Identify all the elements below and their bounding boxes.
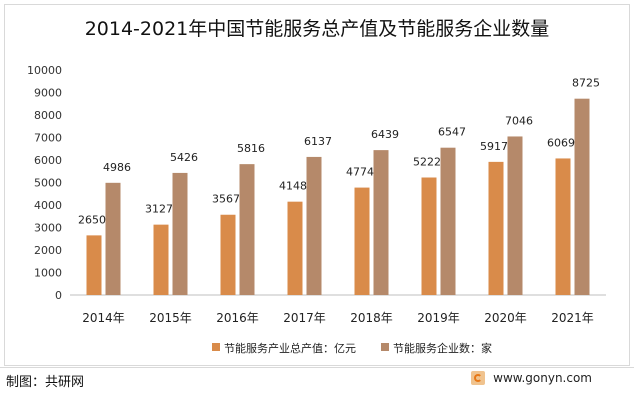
gonyn-logo-icon [471,371,486,385]
data-label: 4986 [103,161,131,174]
data-label: 5426 [170,151,198,164]
bar-output-value [488,161,504,295]
x-tick-label: 2016年 [216,311,259,325]
y-axis: 0 1000 2000 3000 4000 5000 6000 7000 8000 9000 100… [27,64,62,302]
footer-divider [0,367,634,368]
bar-enterprise-count [440,147,456,295]
bars-group [86,98,590,295]
y-tick-label: 2000 [34,244,62,257]
y-tick-label: 7000 [34,132,62,145]
data-label: 4148 [279,180,307,193]
bar-enterprise-count [105,182,121,295]
y-tick-label: 1000 [34,267,62,280]
data-labels-group: 2650 4986 3127 5426 3567 5816 4148 6137 4774 6439… [78,77,600,227]
data-label: 7046 [505,114,533,127]
bar-enterprise-count [306,156,322,295]
y-tick-label: 3000 [34,222,62,235]
x-tick-label: 2019年 [417,311,460,325]
data-label: 6069 [547,136,575,149]
bar-enterprise-count [172,172,188,295]
y-tick-label: 0 [55,289,62,302]
data-label: 5917 [480,140,508,153]
bar-output-value [153,224,169,295]
data-label: 2650 [78,213,106,226]
x-axis: 2014年 2015年 2016年 2017年 2018年 2019年 2020年 2021年 [70,294,606,325]
bar-enterprise-count [574,98,590,295]
data-label: 6137 [304,135,332,148]
bar-output-value [421,177,437,295]
legend-label: 节能服务企业数：家 [393,341,492,355]
data-label: 5816 [237,142,265,155]
x-tick-label: 2020年 [484,311,527,325]
bar-output-value [86,235,102,295]
data-label: 5222 [413,156,441,169]
y-tick-label: 10000 [27,64,62,77]
data-label: 3127 [145,203,173,216]
bar-enterprise-count [373,150,389,295]
x-tick-label: 2017年 [283,311,326,325]
x-tick-label: 2014年 [82,311,125,325]
bar-output-value [220,214,236,295]
data-label: 4774 [346,166,374,179]
legend: 节能服务产业总产值：亿元 节能服务企业数：家 [212,341,492,355]
data-label: 8725 [572,77,600,90]
x-tick-label: 2015年 [149,311,192,325]
legend-swatch [381,343,389,351]
legend-swatch [212,343,220,351]
x-tick-label: 2021年 [551,311,594,325]
y-tick-label: 6000 [34,154,62,167]
data-label: 6439 [371,128,399,141]
website-credit: www.gonyn.com [471,371,592,385]
y-tick-label: 9000 [34,87,62,100]
bar-enterprise-count [507,136,523,295]
legend-label: 节能服务产业总产值：亿元 [224,341,356,355]
y-tick-label: 5000 [34,177,62,190]
bar-output-value [555,158,571,295]
y-tick-label: 4000 [34,199,62,212]
x-tick-label: 2018年 [350,311,393,325]
data-label: 3567 [212,193,240,206]
bar-output-value [287,201,303,295]
bar-output-value [354,187,370,295]
y-tick-label: 8000 [34,109,62,122]
data-label: 6547 [438,126,466,139]
chart-title: 2014-2021年中国节能服务总产值及节能服务企业数量 [84,18,550,40]
website-url: www.gonyn.com [493,371,592,385]
bar-enterprise-count [239,164,255,295]
source-credit: 制图：共研网 [6,375,85,390]
